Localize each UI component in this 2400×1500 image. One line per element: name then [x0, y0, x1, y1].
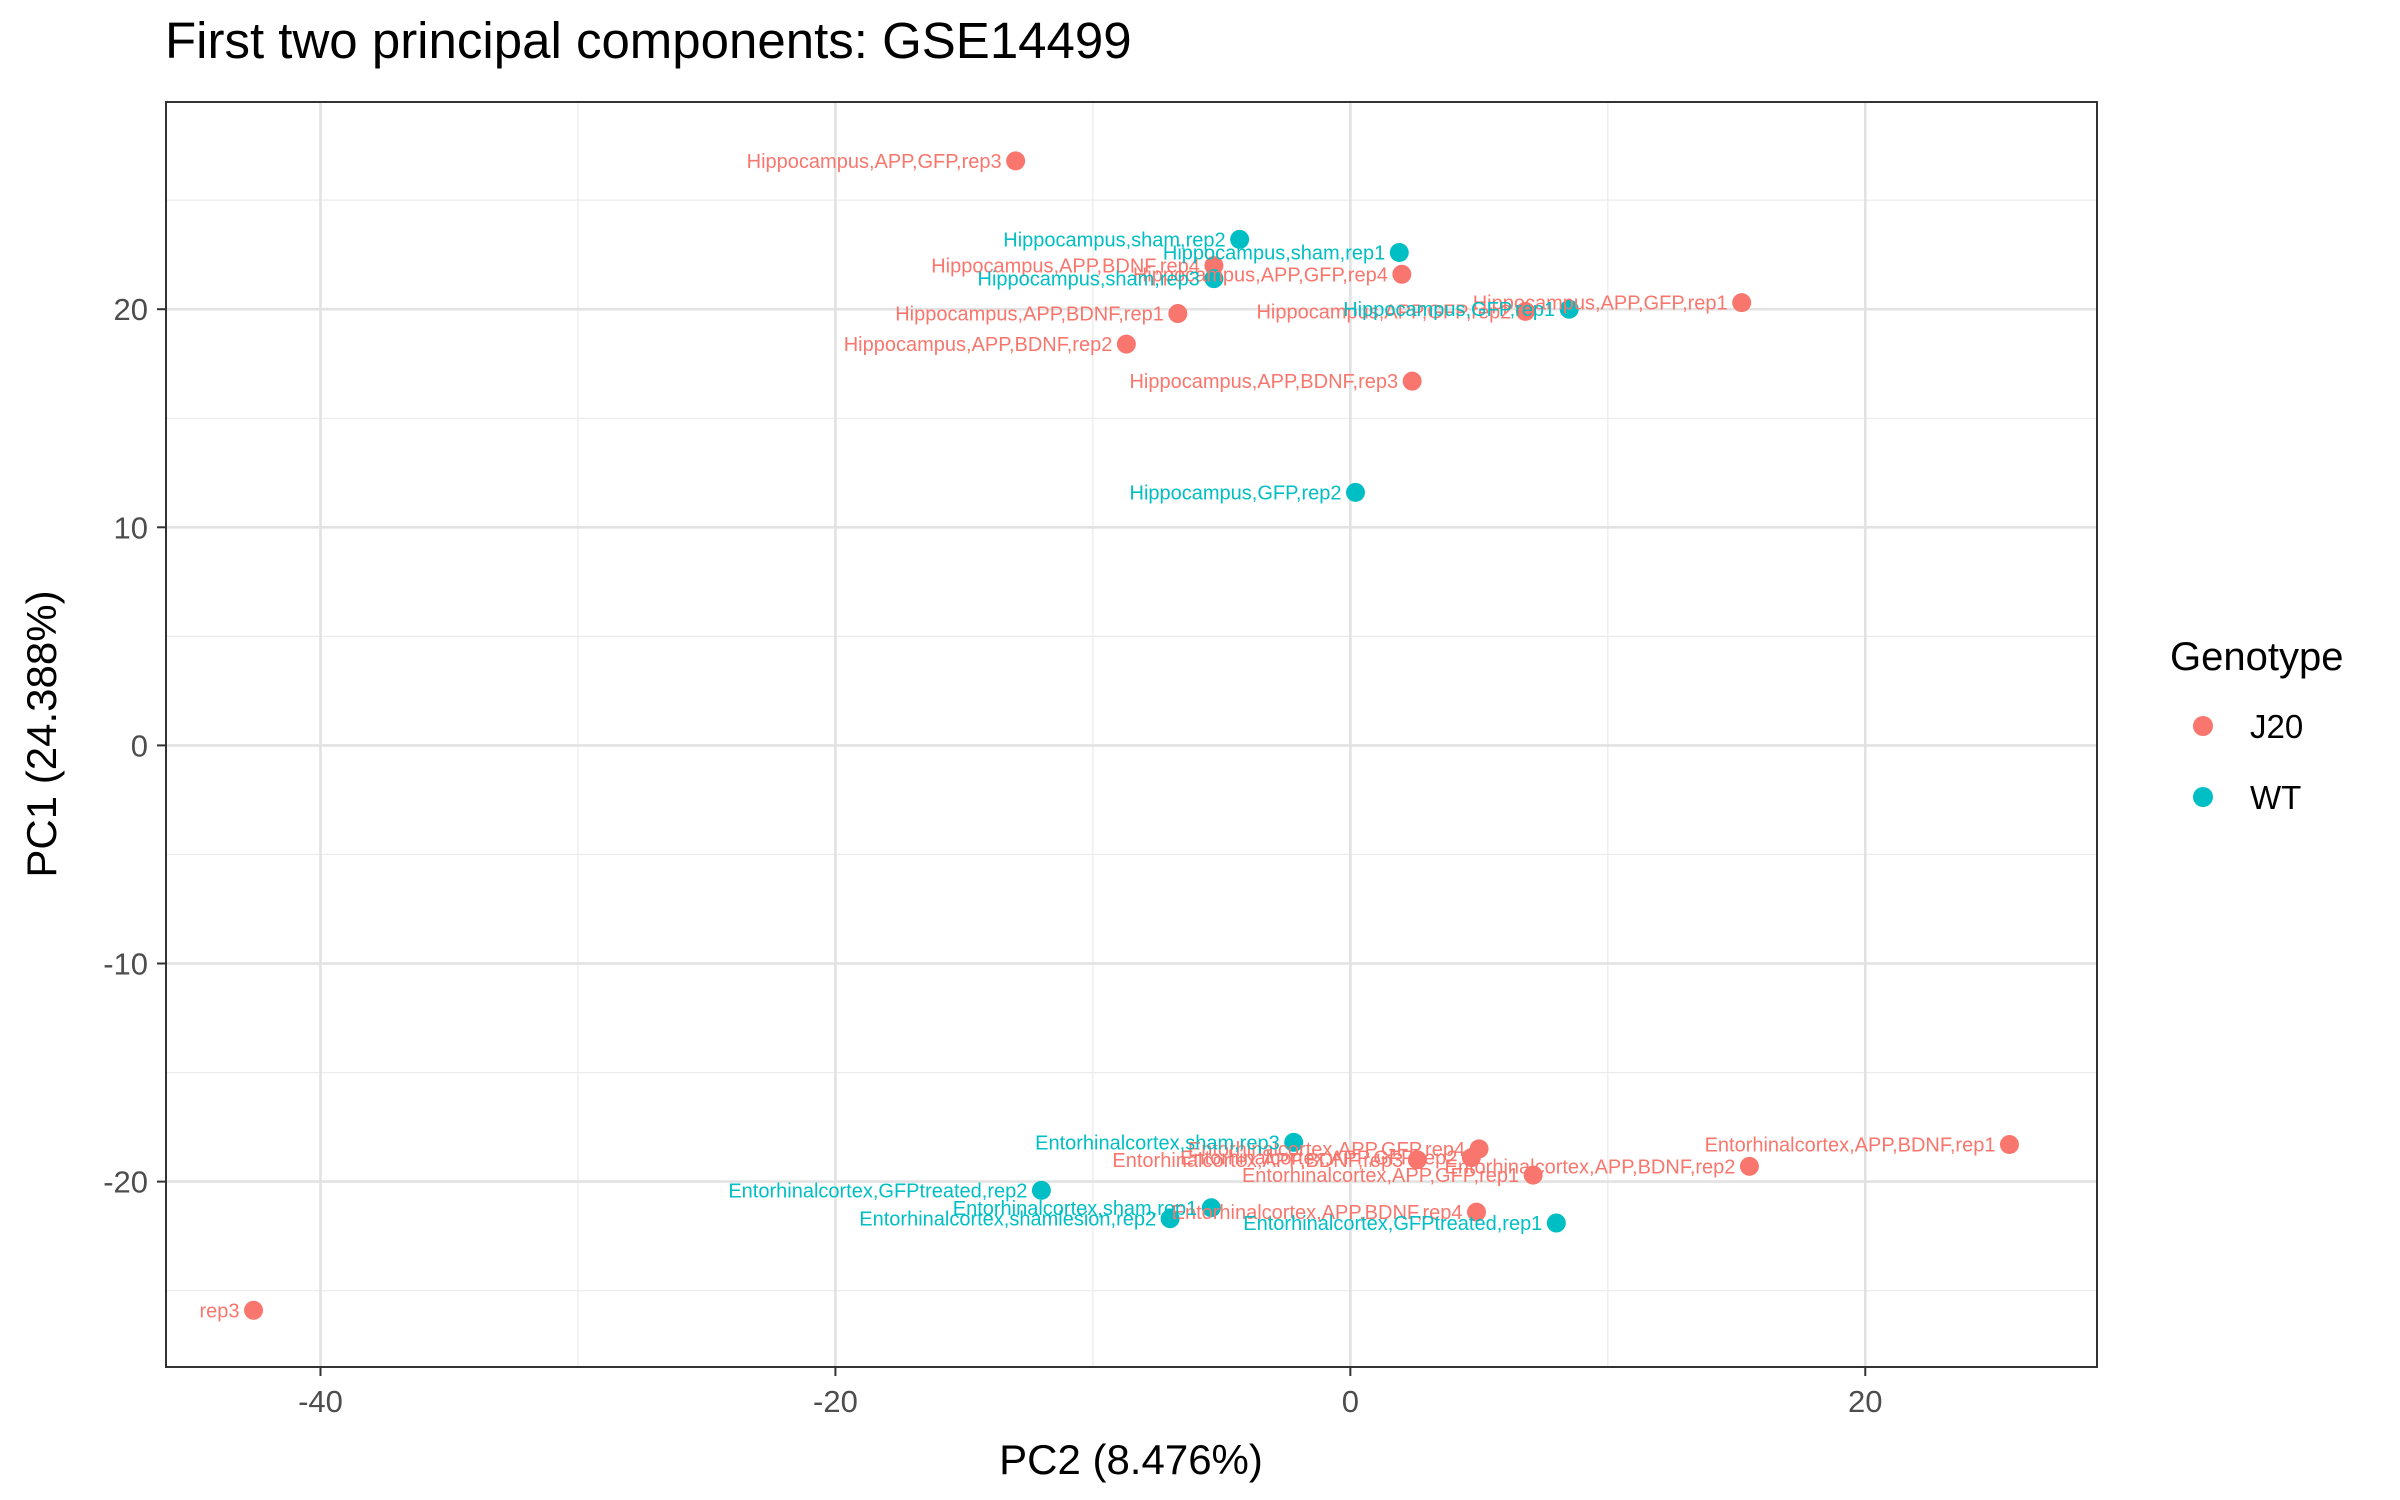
point-label: Hippocampus,APP,GFP,rep2	[1256, 301, 1511, 323]
y-axis: -20 -10 0 10 20	[103, 292, 166, 1200]
point-label: Entorhinalcortex,APP,GFP,rep1	[1242, 1165, 1519, 1187]
data-point-j20	[1402, 371, 1422, 391]
x-tick-label: -20	[813, 1384, 858, 1419]
point-label: Entorhinalcortex,sham,rep3	[1035, 1132, 1280, 1154]
y-tick-label: -20	[103, 1165, 148, 1200]
point-label: Hippocampus,sham,rep3	[978, 269, 1200, 291]
point-label: Hippocampus,APP,BDNF,rep1	[895, 304, 1164, 326]
data-point-wt	[1201, 1198, 1221, 1218]
grid-lines	[166, 102, 2097, 1367]
legend-label-wt: WT	[2250, 779, 2301, 816]
point-label: Entorhinalcortex,APP,BDNF,rep4	[1172, 1202, 1463, 1224]
point-label: Entorhinalcortex,sham,rep1	[953, 1198, 1198, 1220]
y-axis-title: PC1 (24.388%)	[18, 590, 65, 877]
data-point-j20	[1732, 293, 1752, 313]
point-label: Hippocampus,APP,GFP,rep3	[747, 151, 1002, 173]
data-point-j20	[1006, 151, 1026, 171]
data-point-j20	[244, 1300, 264, 1320]
y-tick-label: 10	[114, 510, 148, 545]
x-tick-label: -40	[298, 1384, 343, 1419]
point-label: Entorhinalcortex,GFPtreated,rep1	[1243, 1213, 1542, 1235]
legend-title: Genotype	[2170, 635, 2343, 679]
point-label: Entorhinalcortex,APP,BDNF,rep2	[1445, 1156, 1736, 1178]
point-label: Hippocampus,APP,GFP,rep1	[1473, 293, 1728, 315]
data-point-wt	[1160, 1209, 1180, 1229]
point-label: Hippocampus,APP,BDNF,rep4	[931, 256, 1200, 278]
data-point-j20	[1739, 1156, 1759, 1176]
point-label: Entorhinalcortex,APP,GFP,rep2	[1180, 1148, 1457, 1170]
data-point-wt	[1230, 229, 1250, 249]
data-point-j20	[1999, 1135, 2019, 1155]
point-label: Entorhinalcortex,APP,GFP,rep4	[1188, 1139, 1465, 1161]
point-label: Hippocampus,sham,rep2	[1003, 229, 1225, 251]
data-point-wt	[1284, 1132, 1304, 1152]
data-point-wt	[1345, 482, 1365, 502]
data-point-j20	[1168, 304, 1188, 324]
data-point-wt	[1559, 299, 1579, 319]
legend: Genotype J20 WT	[2170, 635, 2343, 816]
data-point-wt	[1546, 1213, 1566, 1233]
point-label: Hippocampus,APP,GFP,rep4	[1133, 264, 1388, 286]
data-point-wt	[1031, 1180, 1051, 1200]
point-label: Hippocampus,APP,BDNF,rep3	[1129, 371, 1398, 393]
data-points	[244, 151, 2019, 1320]
point-label: Entorhinalcortex,shamlesion,rep2	[859, 1209, 1156, 1231]
point-label: rep3	[200, 1300, 240, 1322]
data-point-j20	[1116, 334, 1136, 354]
data-point-wt	[1389, 242, 1409, 262]
point-labels: Hippocampus,APP,GFP,rep3 Hippocampus,APP,…	[200, 151, 1996, 1322]
data-point-j20	[1523, 1165, 1543, 1185]
x-tick-label: 20	[1848, 1384, 1882, 1419]
data-point-j20	[1392, 264, 1412, 284]
data-point-j20	[1515, 301, 1535, 321]
data-point-j20	[1407, 1150, 1427, 1170]
point-label: Entorhinalcortex,APP,BDNF,rep1	[1705, 1135, 1996, 1157]
y-tick-label: -10	[103, 947, 148, 982]
data-point-wt	[1204, 269, 1224, 289]
point-label: Hippocampus,GFP,rep2	[1130, 482, 1342, 504]
point-label: Hippocampus,GFP,rep1	[1343, 299, 1555, 321]
x-axis-title: PC2 (8.476%)	[999, 1436, 1263, 1483]
chart-title: First two principal components: GSE14499	[165, 12, 1132, 69]
plot-panel-border	[165, 101, 2098, 1368]
y-tick-label: 0	[131, 728, 148, 763]
point-label: Hippocampus,APP,BDNF,rep2	[844, 334, 1113, 356]
data-point-j20	[1461, 1148, 1481, 1168]
point-label: Entorhinalcortex,GFPtreated,rep2	[728, 1180, 1027, 1202]
point-label: Entorhinalcortex,APP,BDNF,rep3	[1112, 1150, 1403, 1172]
data-point-j20	[1467, 1202, 1487, 1222]
x-axis: -40 -20 0 20	[298, 1367, 1883, 1419]
data-point-j20	[1204, 256, 1224, 276]
y-tick-label: 20	[114, 292, 148, 327]
point-label: Hippocampus,sham,rep1	[1163, 242, 1385, 264]
legend-key-wt	[2193, 787, 2213, 807]
x-tick-label: 0	[1342, 1384, 1359, 1419]
legend-key-j20	[2193, 716, 2213, 736]
legend-label-j20: J20	[2250, 708, 2303, 745]
